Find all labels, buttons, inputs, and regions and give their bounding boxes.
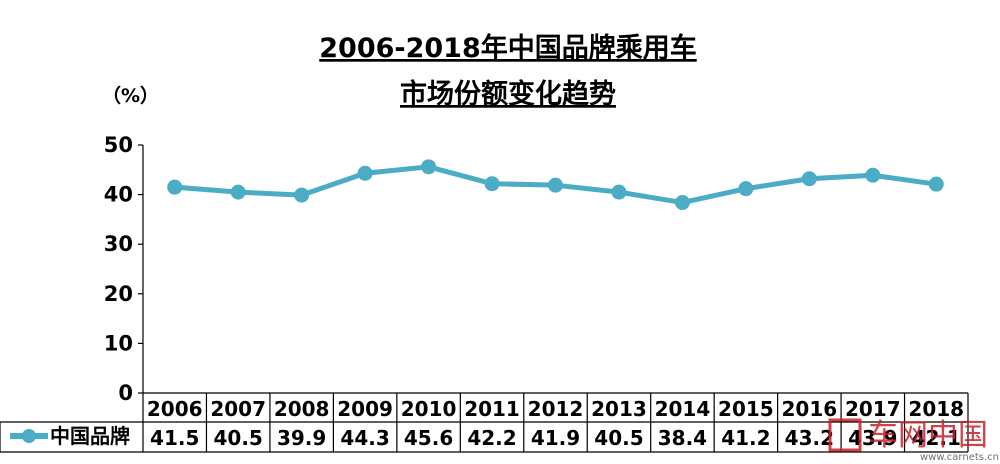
data-label: 43.9: [848, 426, 897, 450]
x-tick-label: 2018: [908, 397, 964, 421]
data-point: [357, 165, 373, 181]
data-table: 2006 41.5 2007 40.5 2008 39.9 2009 44.3 2010 45.6…: [0, 392, 969, 453]
data-point: [928, 176, 944, 192]
y-axis: 0 10 20 30 40 50: [104, 133, 144, 405]
watermark-url: www.carnets.cn: [920, 452, 999, 463]
x-tick-label: 2011: [464, 397, 520, 421]
chart-title-line1: 2006-2018年中国品牌乘用车: [319, 32, 697, 64]
y-unit-label: （%）: [102, 84, 159, 107]
data-label: 39.9: [277, 426, 326, 450]
y-tick-label: 30: [104, 232, 133, 256]
x-tick-label: 2012: [528, 397, 584, 421]
y-tick-label: 20: [104, 282, 133, 306]
data-point: [294, 187, 310, 203]
data-point: [548, 177, 563, 193]
data-label: 40.5: [214, 426, 263, 450]
x-tick-label: 2007: [210, 397, 266, 421]
data-point: [674, 195, 690, 211]
data-point: [167, 179, 183, 195]
data-point: [865, 167, 881, 183]
data-point: [421, 159, 437, 175]
data-label: 41.5: [150, 426, 199, 450]
x-tick-label: 2016: [782, 397, 838, 421]
data-label: 43.2: [785, 426, 834, 450]
data-label: 41.2: [721, 426, 770, 450]
x-tick-label: 2006: [147, 397, 203, 421]
data-label: 42.2: [467, 426, 516, 450]
data-point: [230, 184, 246, 200]
chart-title-line2: 市场份额变化趋势: [400, 78, 616, 110]
data-label: 45.6: [404, 426, 453, 450]
x-tick-label: 2017: [845, 397, 901, 421]
legend-marker: [22, 429, 36, 443]
data-label: 40.5: [594, 426, 643, 450]
y-tick-label: 10: [104, 331, 133, 355]
data-point: [611, 184, 627, 200]
watermark: 车网中国 www.carnets.cn: [828, 418, 999, 463]
data-label: 44.3: [340, 426, 389, 450]
data-label: 38.4: [658, 426, 707, 450]
y-tick-label: 50: [104, 133, 133, 157]
y-tick-label: 40: [104, 183, 133, 207]
watermark-text: 车网中国: [868, 418, 988, 453]
data-label: 41.9: [531, 426, 580, 450]
x-tick-label: 2014: [655, 397, 711, 421]
x-tick-label: 2015: [718, 397, 774, 421]
data-point: [801, 171, 817, 187]
data-point: [738, 181, 754, 197]
x-tick-label: 2008: [274, 397, 330, 421]
legend: 中国品牌: [10, 424, 130, 448]
watermark-logo-icon: [828, 418, 862, 452]
data-label: 42.1: [912, 426, 961, 450]
series-line: [167, 159, 944, 211]
y-tick-label: 0: [118, 381, 133, 405]
legend-label: 中国品牌: [50, 424, 130, 448]
x-tick-label: 2013: [591, 397, 647, 421]
data-point: [484, 176, 500, 192]
x-tick-label: 2009: [337, 397, 393, 421]
x-tick-label: 2010: [401, 397, 457, 421]
